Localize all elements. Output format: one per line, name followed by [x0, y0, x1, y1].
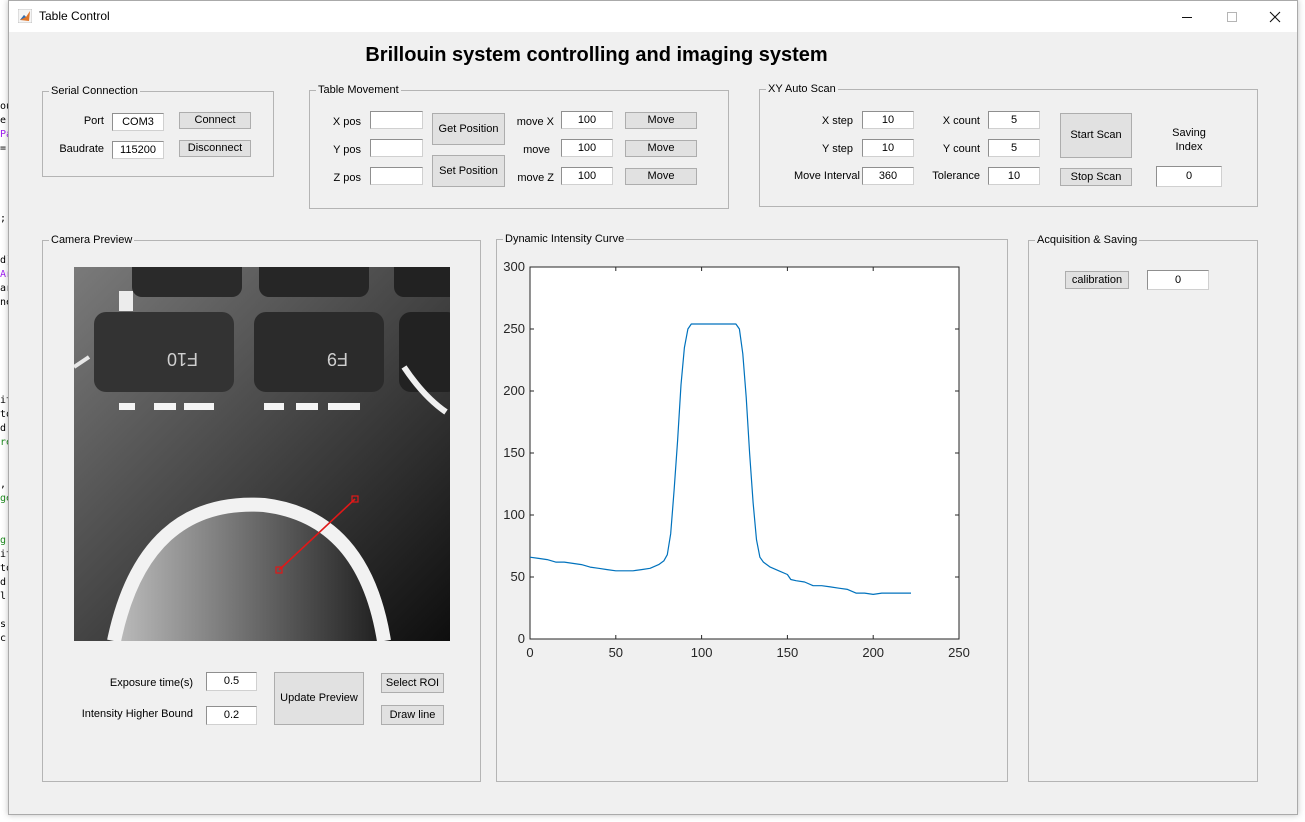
intensity-bound-field[interactable]: 0.2	[206, 706, 257, 725]
y-tick-label: 200	[503, 383, 525, 398]
y-tick-label: 0	[518, 631, 525, 646]
intensity-chart[interactable]: 0 50 100 150 200 250 0 50 100 150 200 250 300	[497, 240, 1007, 780]
maximize-icon	[1227, 11, 1237, 22]
y-tick-label: 100	[503, 507, 525, 522]
x-tick-label: 0	[526, 645, 533, 660]
camera-frame: F10 F9	[74, 267, 450, 641]
y-step-label: Y step	[822, 143, 853, 155]
select-roi-button[interactable]: Select ROI	[381, 673, 444, 693]
move-z-label: move Z	[517, 172, 554, 184]
update-preview-button[interactable]: Update Preview	[274, 672, 364, 725]
y-tick-label: 300	[503, 259, 525, 274]
client-area: Brillouin system controlling and imaging…	[9, 32, 1297, 816]
x-tick-label: 50	[609, 645, 623, 660]
move-x-button[interactable]: Move	[625, 112, 697, 129]
saving-index-field[interactable]: 0	[1156, 166, 1222, 187]
y-count-label: Y count	[942, 143, 980, 155]
move-z-button[interactable]: Move	[625, 168, 697, 185]
y-pos-field[interactable]	[370, 139, 423, 157]
panel-legend: XY Auto Scan	[766, 83, 838, 95]
x-count-label: X count	[942, 115, 980, 127]
z-pos-field[interactable]	[370, 167, 423, 185]
disconnect-button[interactable]: Disconnect	[179, 140, 251, 157]
x-tick-label: 200	[862, 645, 884, 660]
move-x-label: move X	[516, 116, 554, 128]
table-movement-panel: Table Movement X pos Y pos Z pos Get Pos…	[309, 84, 729, 209]
intensity-series-line	[529, 323, 911, 595]
x-tick-label: 250	[948, 645, 970, 660]
table-control-window: Table Control Brillouin system controlli…	[8, 0, 1298, 815]
page-title: Brillouin system controlling and imaging…	[365, 44, 828, 66]
calibration-button[interactable]: calibration	[1065, 271, 1129, 289]
serial-connection-panel: Serial Connection Port COM3 Baudrate 115…	[42, 85, 274, 177]
minimize-button[interactable]	[1164, 1, 1210, 32]
minimize-icon	[1182, 16, 1192, 18]
draw-line-button[interactable]: Draw line	[381, 705, 444, 725]
stop-scan-button[interactable]: Stop Scan	[1060, 168, 1132, 186]
xy-auto-scan-panel: XY Auto Scan X step 10 Y step 10 Move In…	[759, 83, 1258, 207]
maximize-button[interactable]	[1209, 1, 1255, 32]
tolerance-label: Tolerance	[932, 170, 980, 182]
baudrate-field[interactable]: 115200	[112, 141, 164, 159]
keycap-f9-label: F9	[327, 349, 348, 369]
intensity-bound-label: Intensity Higher Bound	[81, 708, 193, 720]
window-title: Table Control	[39, 9, 110, 23]
background-code-editor: oue,Pa= ;' d)Ararne ittodre ,ge gittodl …	[0, 101, 8, 644]
saving-index-label-line1: Saving	[1172, 127, 1206, 139]
start-scan-button[interactable]: Start Scan	[1060, 113, 1132, 158]
y-pos-label: Y pos	[333, 144, 361, 156]
exposure-label: Exposure time(s)	[109, 677, 193, 689]
z-pos-label: Z pos	[333, 172, 361, 184]
port-field[interactable]: COM3	[112, 113, 164, 131]
panel-legend: Camera Preview	[49, 234, 135, 246]
chart-title: Dynamic Intensity Curve	[503, 233, 627, 245]
x-step-label: X step	[821, 115, 853, 127]
set-position-button[interactable]: Set Position	[432, 155, 505, 187]
y-tick-label: 150	[503, 445, 525, 460]
get-position-button[interactable]: Get Position	[432, 113, 505, 145]
move-interval-label: Move Interval	[793, 170, 860, 182]
move-y-field[interactable]: 100	[561, 139, 613, 157]
y-tick-label: 50	[511, 569, 525, 584]
close-button[interactable]	[1252, 1, 1298, 32]
exposure-field[interactable]: 0.5	[206, 672, 257, 691]
move-interval-field[interactable]: 360	[862, 167, 914, 185]
y-tick-label: 250	[503, 321, 525, 336]
calibration-field[interactable]: 0	[1147, 270, 1209, 290]
x-count-field[interactable]: 5	[988, 111, 1040, 129]
close-icon	[1269, 11, 1281, 22]
connect-button[interactable]: Connect	[179, 112, 251, 129]
camera-image[interactable]: F10 F9	[74, 267, 450, 641]
panel-legend: Acquisition & Saving	[1035, 234, 1140, 246]
move-x-field[interactable]: 100	[561, 111, 613, 129]
port-label: Port	[83, 115, 104, 127]
panel-legend: Table Movement	[316, 84, 401, 96]
x-tick-label: 150	[777, 645, 799, 660]
matlab-icon	[18, 9, 32, 23]
move-y-label: move	[523, 144, 550, 156]
move-y-button[interactable]: Move	[625, 140, 697, 157]
move-z-field[interactable]: 100	[561, 167, 613, 185]
intensity-curve-panel: Dynamic Intensity Curve 0 50 100 150 200 250 0…	[496, 233, 1008, 782]
saving-index-label-line2: Index	[1175, 141, 1203, 153]
tolerance-field[interactable]: 10	[988, 167, 1040, 185]
panel-legend: Serial Connection	[49, 85, 140, 97]
camera-preview-panel: Camera Preview	[42, 234, 481, 782]
y-step-field[interactable]: 10	[862, 139, 914, 157]
acquisition-saving-panel: Acquisition & Saving calibration 0	[1028, 234, 1258, 782]
x-pos-label: X pos	[332, 116, 361, 128]
x-tick-label: 100	[691, 645, 713, 660]
plot-area	[529, 266, 960, 640]
y-count-field[interactable]: 5	[988, 139, 1040, 157]
baudrate-label: Baudrate	[59, 143, 104, 155]
title-bar[interactable]: Table Control	[9, 1, 1297, 32]
keycap-f10-label: F10	[167, 349, 198, 369]
x-pos-field[interactable]	[370, 111, 423, 129]
x-step-field[interactable]: 10	[862, 111, 914, 129]
